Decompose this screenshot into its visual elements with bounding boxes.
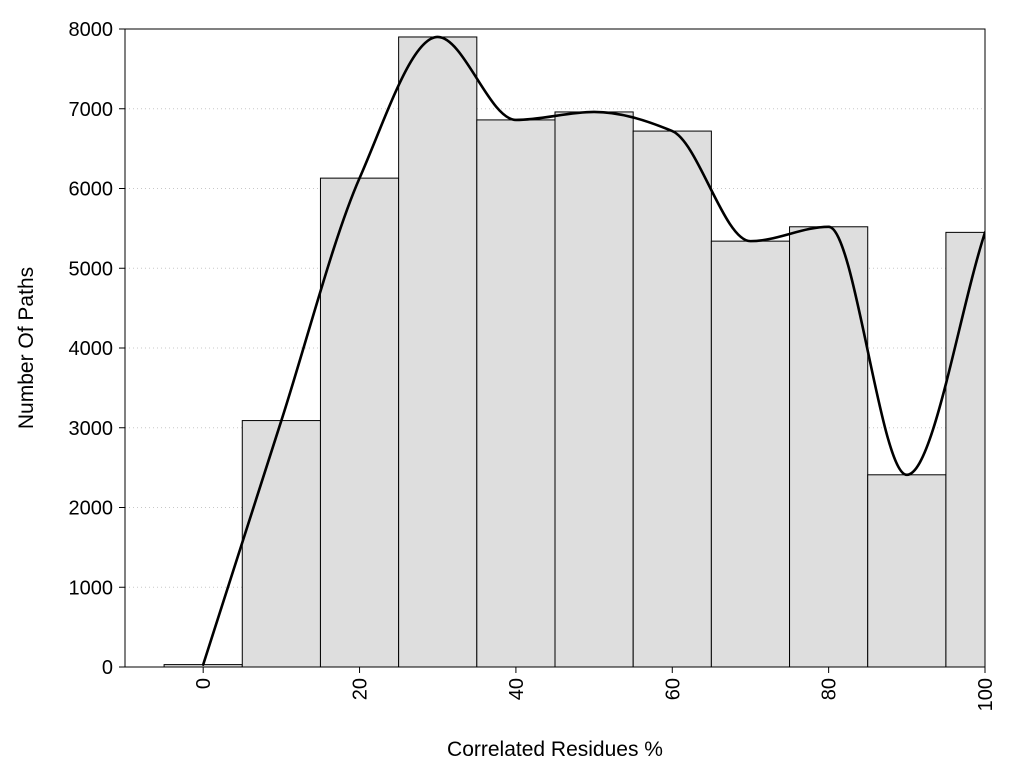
y-tick-label: 7000 [69,99,114,121]
histogram-bar [710,240,791,667]
histogram-bar [319,177,400,667]
histogram-bar [554,111,634,667]
histogram-bar [632,130,712,667]
x-tick-label: 20 [350,678,372,700]
y-tick-label: 3000 [69,418,114,440]
y-tick-label: 1000 [69,577,114,599]
x-tick-label: 100 [975,678,997,711]
x-tick-label: 60 [662,678,684,700]
y-tick-label: 6000 [69,179,114,201]
histogram-bar [398,36,478,667]
y-tick-label: 5000 [69,258,114,280]
y-tick-label: 0 [102,657,113,679]
x-axis: 0 20 40 60 80 100 [193,667,997,711]
y-tick-label: 2000 [69,498,114,520]
histogram-bar [241,420,321,667]
x-tick-label: 40 [506,678,528,700]
y-tick-label: 8000 [69,19,114,41]
histogram-bar [789,226,869,667]
y-axis: 0 1000 2000 3000 4000 5000 6000 7000 8000 [69,19,125,679]
histogram-bar [867,474,947,667]
y-tick-label: 4000 [69,338,114,360]
trend-line [201,35,985,666]
x-tick-label: 0 [193,678,215,689]
x-tick-label: 80 [819,678,841,700]
histogram-bar [476,119,556,667]
x-axis-title: Correlated Residues % [447,738,663,761]
y-axis-title: Number Of Paths [15,267,38,429]
histogram-bars [163,36,985,667]
